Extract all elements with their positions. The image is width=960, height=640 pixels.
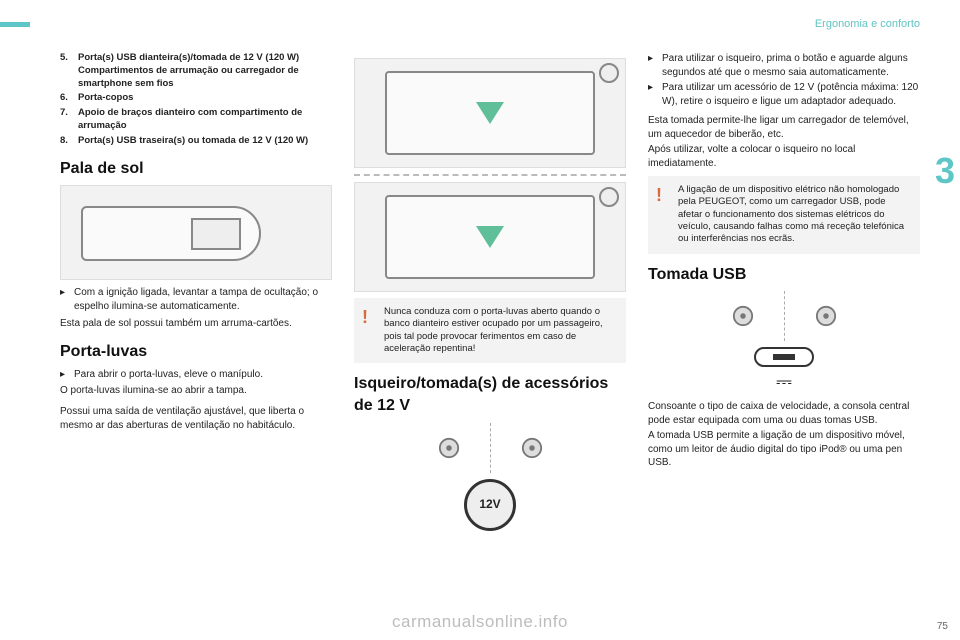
warning-box: ! Nunca conduza com o porta-luvas aberto… [354,298,626,363]
column-3: ▸ Para utilizar o isqueiro, prima o botã… [648,52,920,612]
heading-tomada-usb: Tomada USB [648,264,920,286]
bullet-item: ▸ Para abrir o porta-luvas, eleve o maní… [60,368,332,382]
heading-isqueiro: Isqueiro/tomada(s) de acessórios de 12 V [354,373,626,416]
numbered-list: 5. Porta(s) USB dianteira(s)/tomada de 1… [60,52,332,148]
usb-symbol-icon: ⎓ [648,369,920,396]
watermark: carmanualsonline.info [392,612,568,632]
arrow-down-icon [476,226,504,248]
bullet-text: Para utilizar o isqueiro, prima o botão … [662,52,920,79]
list-item: 5. Porta(s) USB dianteira(s)/tomada de 1… [60,52,332,90]
vertical-divider [784,291,785,341]
warning-box: ! A ligação de um dispositivo elétrico n… [648,176,920,254]
bullet-text: Para abrir o porta-luvas, eleve o manípu… [74,368,263,382]
sun-visor-mirror [191,218,241,250]
icon-row-steering [648,291,920,341]
icon-row-steering [354,423,626,473]
heading-pala-de-sol: Pala de sol [60,158,332,180]
steering-wheel-right-icon [521,437,543,459]
bullet-text: Com a ignição ligada, levantar a tampa d… [74,286,332,313]
figure-glovebox-closed [354,58,626,168]
arrow-down-icon [476,102,504,124]
list-text: Apoio de braços dianteiro com compartime… [78,107,332,133]
bullet-item: ▸ Para utilizar o isqueiro, prima o botã… [648,52,920,79]
warning-text: A ligação de um dispositivo elétrico não… [678,184,904,244]
usb-port-icon [754,347,814,367]
chapter-indicator: 3 [930,150,960,310]
figure-glovebox-open [354,182,626,292]
sun-visor-shape [81,206,261,261]
exclamation-icon: ! [362,306,368,329]
bullet-text: Para utilizar um acessório de 12 V (potê… [662,81,920,108]
list-text: Porta(s) USB dianteira(s)/tomada de 12 V… [78,52,332,90]
bullet-item: ▸ Com a ignição ligada, levantar a tampa… [60,286,332,313]
steering-wheel-icon [599,63,619,83]
list-number: 7. [60,107,78,133]
paragraph: O porta-luvas ilumina-se ao abrir a tamp… [60,384,332,398]
list-item: 8. Porta(s) USB traseira(s) ou tomada de… [60,135,332,148]
list-item: 7. Apoio de braços dianteiro com compart… [60,107,332,133]
heading-porta-luvas: Porta-luvas [60,341,332,363]
chapter-number: 3 [930,150,960,192]
bullet-icon: ▸ [648,81,662,108]
list-item: 6. Porta-copos [60,92,332,105]
paragraph: Após utilizar, volte a colocar o isqueir… [648,143,920,170]
vertical-divider [490,423,491,473]
socket-label: 12V [479,496,500,512]
figure-sun-visor [60,185,332,280]
list-text: Porta(s) USB traseira(s) ou tomada de 12… [78,135,308,148]
paragraph: Possui uma saída de ventilação ajustável… [60,405,332,432]
exclamation-icon: ! [656,184,662,207]
steering-wheel-right-icon [815,305,837,327]
column-2: ! Nunca conduza com o porta-luvas aberto… [354,52,626,612]
list-text: Porta-copos [78,92,133,105]
bullet-icon: ▸ [648,52,662,79]
steering-wheel-left-icon [732,305,754,327]
steering-wheel-icon [599,187,619,207]
column-1: 5. Porta(s) USB dianteira(s)/tomada de 1… [60,52,332,612]
content-columns: 5. Porta(s) USB dianteira(s)/tomada de 1… [60,52,920,612]
list-number: 5. [60,52,78,90]
list-number: 6. [60,92,78,105]
steering-wheel-left-icon [438,437,460,459]
list-number: 8. [60,135,78,148]
accent-bar [0,22,30,27]
paragraph: Esta pala de sol possui também um arruma… [60,317,332,331]
bullet-item: ▸ Para utilizar um acessório de 12 V (po… [648,81,920,108]
socket-12v-icon: 12V [464,479,516,531]
warning-text: Nunca conduza com o porta-luvas aberto q… [384,306,603,354]
section-title: Ergonomia e conforto [815,18,920,30]
paragraph: A tomada USB permite a ligação de um dis… [648,429,920,470]
paragraph: Consoante o tipo de caixa de velocidade,… [648,400,920,427]
paragraph: Esta tomada permite-lhe ligar um carrega… [648,114,920,141]
bullet-icon: ▸ [60,286,74,313]
dashed-separator [354,174,626,176]
page-number: 75 [937,621,948,632]
bullet-icon: ▸ [60,368,74,382]
